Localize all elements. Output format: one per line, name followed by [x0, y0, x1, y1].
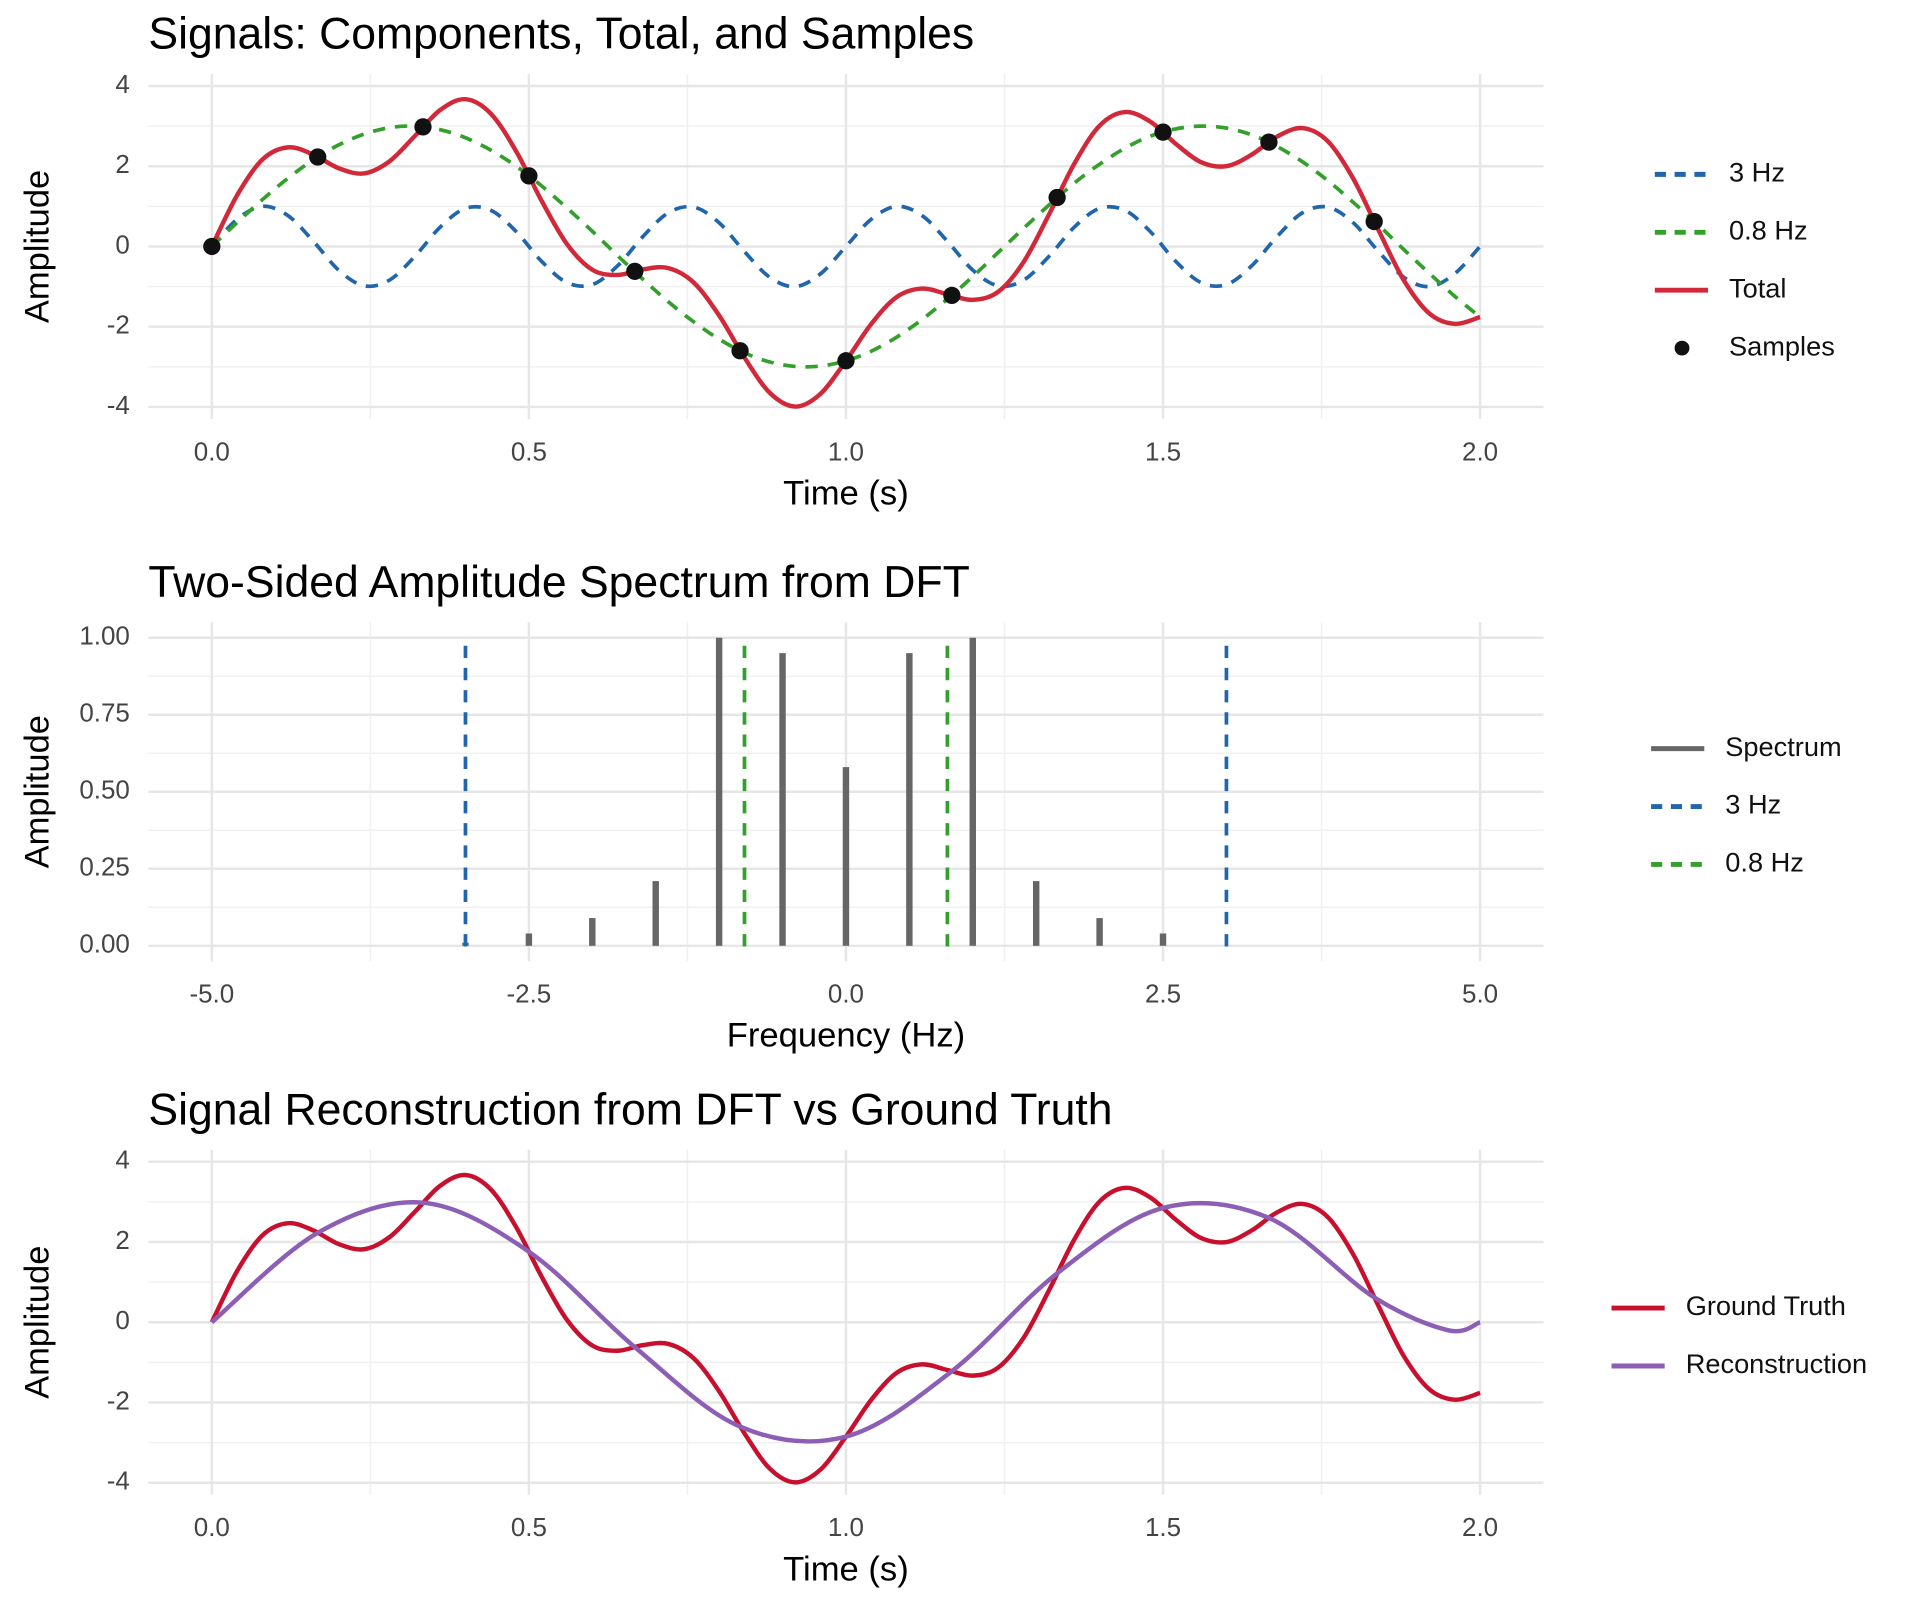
sample-point [203, 237, 221, 256]
bar [652, 881, 659, 946]
x-axis-title: Time (s) [783, 475, 909, 513]
y-tick-label: 0 [115, 231, 129, 259]
sample-point [520, 167, 538, 185]
sample-point [414, 118, 432, 136]
bar [589, 918, 596, 946]
legend-key [1674, 340, 1690, 356]
x-tick-label: 1.0 [828, 438, 864, 466]
chart-title: Signal Reconstruction from DFT vs Ground… [148, 1086, 1112, 1135]
y-axis-title: Amplitude [19, 170, 57, 323]
bar [1096, 918, 1103, 946]
x-axis-title: Time (s) [783, 1550, 909, 1588]
x-tick-label: -2.5 [507, 981, 552, 1009]
legend-label: Total [1729, 272, 1786, 303]
x-tick-label: 1.5 [1145, 1514, 1181, 1542]
legend-label: Spectrum [1725, 731, 1841, 762]
y-tick-label: 1.00 [79, 623, 130, 651]
y-tick-label: -4 [107, 1468, 130, 1496]
chart-title: Two-Sided Amplitude Spectrum from DFT [148, 558, 969, 607]
sample-point [837, 352, 855, 370]
sample-point [1365, 212, 1383, 231]
y-tick-label: 0.25 [79, 854, 130, 882]
bar [906, 653, 913, 946]
x-tick-label: 0.0 [828, 981, 864, 1009]
bar [715, 637, 723, 946]
y-tick-label: 2 [115, 151, 129, 179]
x-tick-label: 5.0 [1462, 981, 1498, 1009]
sample-point [943, 286, 961, 305]
sample-point [1048, 188, 1066, 207]
x-tick-label: -5.0 [189, 981, 234, 1009]
line [210, 1200, 1481, 1444]
x-tick-label: 0.5 [511, 438, 547, 466]
sample-point [731, 342, 749, 360]
x-tick-label: 0.0 [194, 438, 230, 466]
legend-label: Ground Truth [1686, 1290, 1846, 1321]
y-tick-label: -2 [107, 1387, 130, 1415]
sample-point [309, 148, 327, 166]
sample-point [1154, 123, 1172, 141]
y-tick-label: -2 [107, 312, 130, 340]
bar [969, 637, 976, 946]
x-tick-label: 1.0 [828, 1514, 864, 1542]
legend-label: Reconstruction [1686, 1348, 1867, 1379]
legend-label: 3 Hz [1729, 157, 1785, 188]
line [210, 204, 1482, 289]
sample-point [1260, 133, 1278, 151]
legend-label: 0.8 Hz [1729, 214, 1808, 245]
bar [1032, 881, 1040, 946]
y-axis-title: Amplitude [19, 1246, 57, 1399]
x-tick-label: 2.5 [1145, 981, 1181, 1009]
y-axis-title: Amplitude [19, 715, 57, 868]
x-tick-label: 0.5 [511, 1514, 547, 1542]
x-tick-label: 2.0 [1462, 1514, 1498, 1542]
bar [1159, 933, 1167, 946]
y-tick-label: 2 [115, 1227, 129, 1255]
sample-point [626, 262, 644, 280]
x-axis-title: Frequency (Hz) [727, 1017, 965, 1055]
x-tick-label: 0.0 [194, 1514, 230, 1542]
bar [525, 933, 533, 946]
y-tick-label: 4 [115, 71, 129, 99]
chart-title: Signals: Components, Total, and Samples [148, 10, 974, 59]
y-tick-label: -4 [107, 392, 130, 420]
y-tick-label: 0.00 [79, 931, 130, 959]
legend-label: Samples [1729, 330, 1835, 361]
legend-label: 3 Hz [1725, 789, 1781, 820]
y-tick-label: 0 [115, 1307, 129, 1335]
y-tick-label: 4 [115, 1147, 129, 1175]
x-tick-label: 2.0 [1462, 438, 1498, 466]
bar [779, 653, 786, 946]
x-tick-label: 1.5 [1145, 438, 1181, 466]
bar [842, 767, 850, 946]
y-tick-label: 0.50 [79, 777, 130, 805]
y-tick-label: 0.75 [79, 700, 130, 728]
legend-label: 0.8 Hz [1725, 847, 1804, 878]
